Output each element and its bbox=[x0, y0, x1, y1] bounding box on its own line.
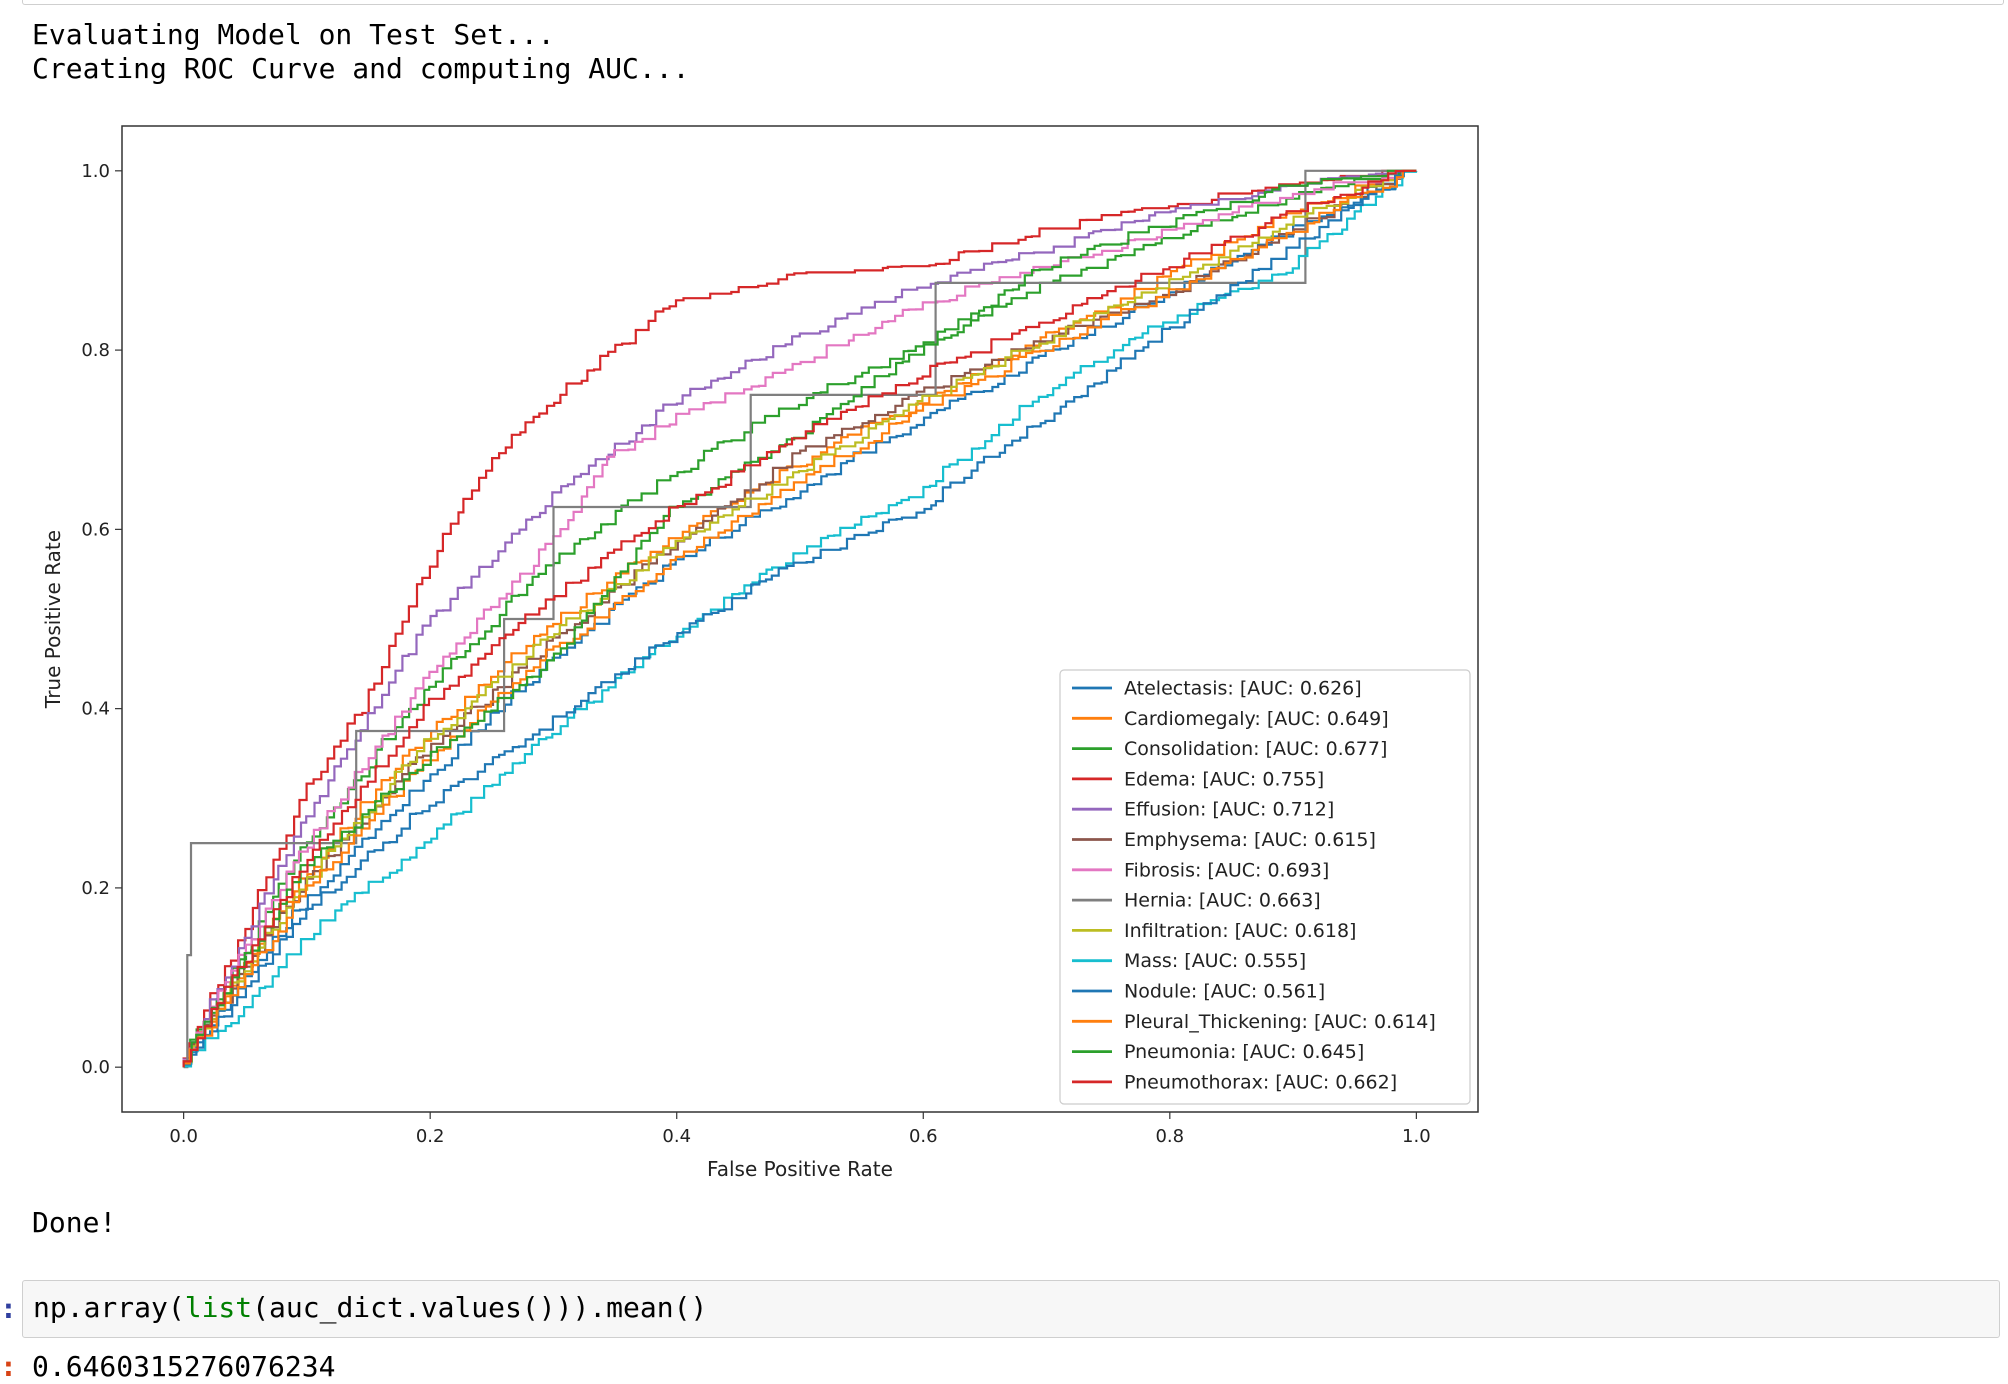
roc-line bbox=[182, 169, 1417, 1068]
input-prompt: : bbox=[0, 1292, 17, 1325]
legend-entry: Cardiomegaly: [AUC: 0.649] bbox=[1124, 708, 1389, 730]
stream-line: Evaluating Model on Test Set... bbox=[32, 18, 555, 51]
y-tick-label: 0.0 bbox=[81, 1057, 110, 1078]
y-tick-label: 0.4 bbox=[81, 699, 110, 720]
y-tick-label: 0.8 bbox=[81, 340, 110, 361]
x-tick-label: 0.4 bbox=[662, 1126, 691, 1147]
y-tick-label: 0.6 bbox=[81, 519, 110, 540]
y-tick-label: 0.2 bbox=[81, 878, 110, 899]
roc-line bbox=[183, 169, 1417, 1069]
code-cell[interactable]: np.array(list(auc_dict.values())).mean() bbox=[22, 1280, 2000, 1338]
legend-entry: Consolidation: [AUC: 0.677] bbox=[1124, 738, 1387, 760]
x-tick-label: 1.0 bbox=[1402, 1126, 1431, 1147]
legend-entry: Infiltration: [AUC: 0.618] bbox=[1124, 920, 1356, 942]
done-message: Done! bbox=[32, 1206, 117, 1239]
output-stream: Evaluating Model on Test Set... Creating … bbox=[32, 18, 689, 86]
x-tick-label: 0.2 bbox=[416, 1126, 445, 1147]
output-prompt: : bbox=[0, 1350, 17, 1383]
roc-line bbox=[182, 169, 1417, 1068]
legend-entry: Pneumonia: [AUC: 0.645] bbox=[1124, 1041, 1364, 1063]
x-tick-label: 0.6 bbox=[909, 1126, 938, 1147]
roc-line bbox=[182, 169, 1417, 1068]
result-value: 0.6460315276076234 bbox=[32, 1350, 336, 1383]
legend-entry: Fibrosis: [AUC: 0.693] bbox=[1124, 859, 1329, 881]
legend-entry: Nodule: [AUC: 0.561] bbox=[1124, 981, 1325, 1003]
code-prefix: np.array( bbox=[33, 1291, 185, 1324]
x-axis-label: False Positive Rate bbox=[707, 1157, 893, 1178]
previous-cell-border bbox=[22, 0, 2004, 5]
x-tick-label: 0.8 bbox=[1155, 1126, 1184, 1147]
roc-curves bbox=[182, 169, 1418, 1069]
legend-entry: Atelectasis: [AUC: 0.626] bbox=[1124, 678, 1362, 700]
plot-frame bbox=[121, 125, 1479, 1113]
legend-entry: Mass: [AUC: 0.555] bbox=[1124, 950, 1306, 972]
roc-line bbox=[182, 169, 1417, 1068]
roc-curve-chart: 0.0 0.2 0.4 0.6 0.8 1.0 0.0 0.2 0.4 0.6 0.8 1.0 Fa… bbox=[41, 125, 1479, 1178]
legend-entry: Effusion: [AUC: 0.712] bbox=[1124, 799, 1334, 821]
stream-line: Creating ROC Curve and computing AUC... bbox=[32, 52, 690, 85]
y-tick-label: 1.0 bbox=[81, 161, 110, 182]
roc-line bbox=[182, 169, 1417, 1068]
roc-line bbox=[182, 169, 1417, 1068]
y-axis-ticks: 0.0 0.2 0.4 0.6 0.8 1.0 bbox=[81, 161, 122, 1078]
legend-entry: Edema: [AUC: 0.755] bbox=[1124, 768, 1324, 790]
code-editor[interactable]: np.array(list(auc_dict.values())).mean() bbox=[33, 1291, 707, 1325]
roc-line bbox=[182, 169, 1417, 1068]
roc-line bbox=[182, 169, 1417, 1068]
legend: Atelectasis: [AUC: 0.626] Cardiomegaly: [… bbox=[1059, 669, 1471, 1105]
legend-entry: Pleural_Thickening: [AUC: 0.614] bbox=[1124, 1011, 1436, 1033]
code-suffix: (auc_dict.values())).mean() bbox=[252, 1291, 708, 1324]
y-axis-label: True Positive Rate bbox=[41, 530, 65, 709]
legend-entry: Hernia: [AUC: 0.663] bbox=[1124, 890, 1321, 912]
legend-entry: Emphysema: [AUC: 0.615] bbox=[1124, 829, 1376, 851]
legend-entry: Pneumothorax: [AUC: 0.662] bbox=[1124, 1071, 1397, 1093]
x-axis-ticks: 0.0 0.2 0.4 0.6 0.8 1.0 bbox=[169, 1112, 1431, 1147]
legend-box bbox=[1059, 669, 1471, 1105]
code-builtin: list bbox=[184, 1291, 253, 1324]
x-tick-label: 0.0 bbox=[169, 1126, 198, 1147]
